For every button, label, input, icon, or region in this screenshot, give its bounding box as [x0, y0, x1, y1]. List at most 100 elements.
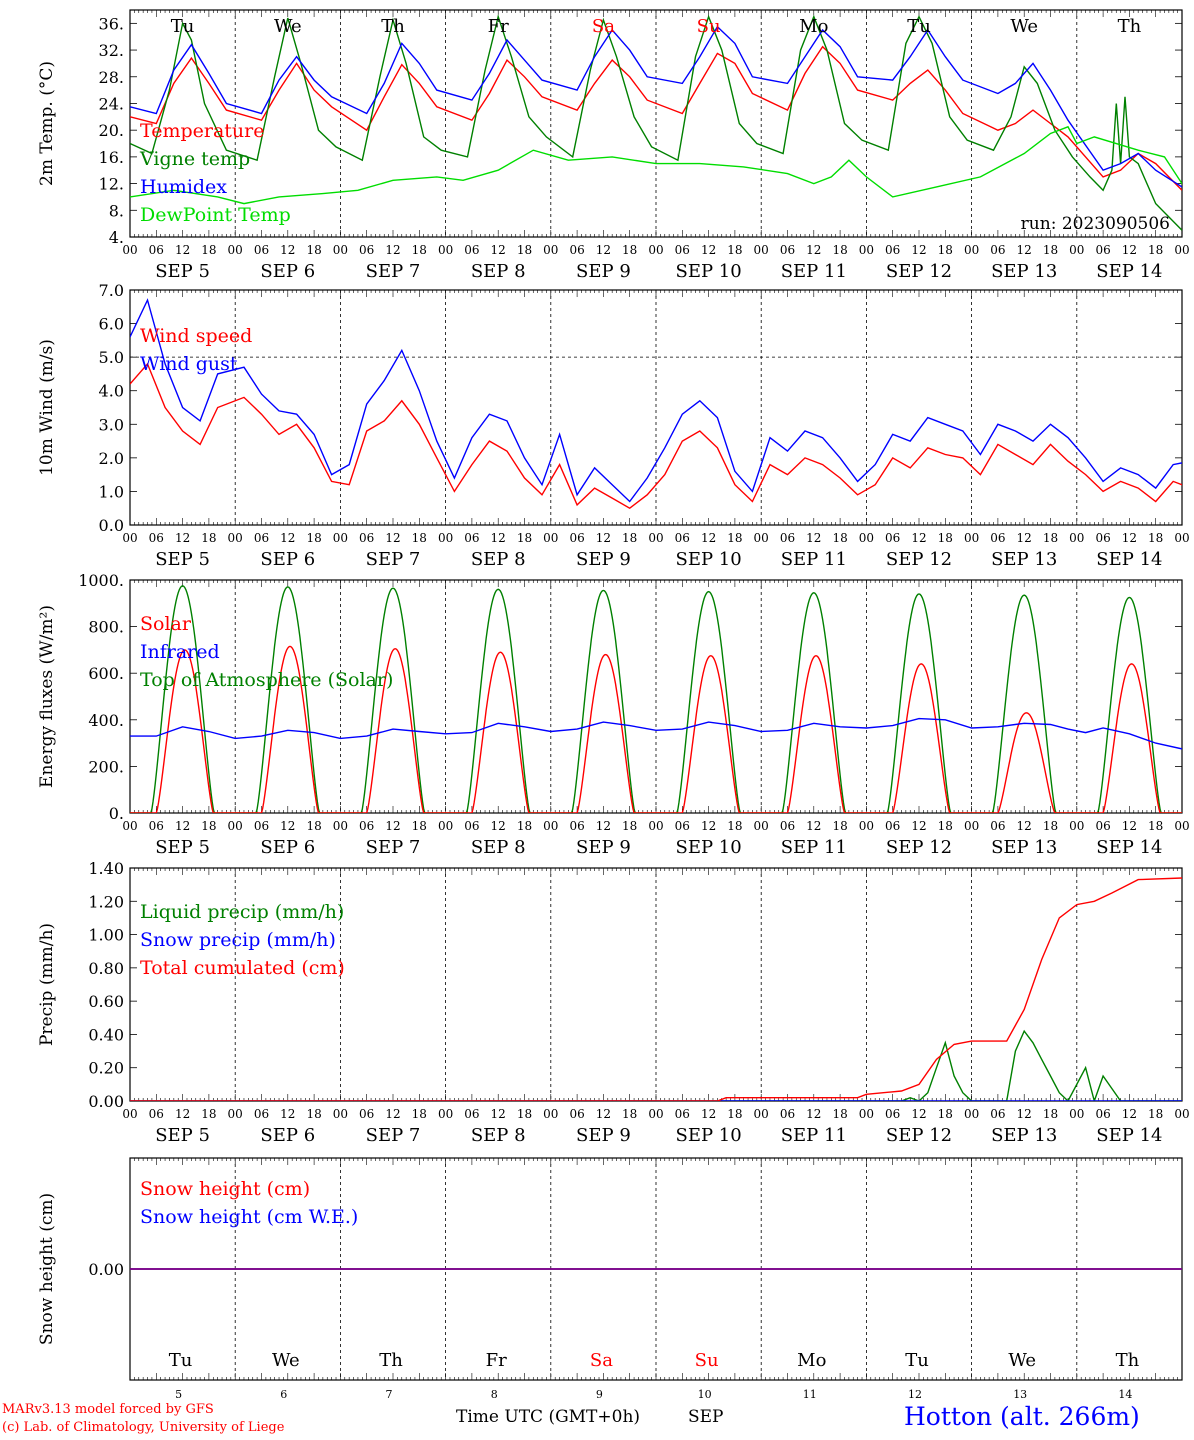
hour-tick-label: 12 [1017, 243, 1032, 257]
hour-tick-label: 18 [727, 1107, 742, 1121]
series-line-wind-speed [130, 362, 1182, 510]
hour-tick-label: 06 [569, 1107, 584, 1121]
legend-entry: Wind gust [140, 353, 238, 375]
hour-tick-label: 06 [359, 243, 374, 257]
hour-tick-label: 12 [806, 531, 821, 545]
hour-tick-label: 18 [622, 531, 637, 545]
y-tick-label: 200. [88, 757, 124, 776]
date-label: SEP 13 [991, 549, 1057, 570]
y-tick-label: 0.60 [88, 992, 124, 1011]
panel-energy: 0. 200. 400. 600. 800. 1000. Energy fluxes (W/… [37, 571, 1190, 858]
y-tick-label: 1.0 [99, 482, 124, 501]
hour-tick-label: 00 [648, 1107, 663, 1121]
date-label: SEP 12 [886, 837, 952, 858]
hour-tick-label: 18 [832, 531, 847, 545]
day-number-label: 10 [698, 1388, 712, 1401]
hour-tick-label: 12 [701, 243, 716, 257]
hour-tick-label: 00 [1174, 531, 1189, 545]
day-abbr-label: Mo [799, 16, 828, 37]
hour-tick-label: 18 [201, 819, 216, 833]
y-tick-label: 5.0 [99, 348, 124, 367]
date-label: SEP 11 [781, 837, 847, 858]
y-tick-label: 1000. [78, 571, 124, 590]
hour-tick-label: 00 [754, 531, 769, 545]
hour-tick-label: 12 [596, 531, 611, 545]
series-line-wind-gust [130, 298, 1182, 503]
y-axis-label: 2m Temp. (°C) [37, 61, 57, 186]
hour-tick-label: 06 [990, 531, 1005, 545]
legend-entry: Snow height (cm W.E.) [140, 1206, 358, 1228]
legend-entry: Snow height (cm) [140, 1178, 310, 1200]
y-tick-label: 4. [109, 228, 124, 247]
hour-tick-label: 06 [885, 1107, 900, 1121]
hour-tick-label: 12 [385, 243, 400, 257]
series-line-vigne-temp [130, 14, 1182, 231]
hour-tick-label: 06 [464, 1107, 479, 1121]
hour-tick-label: 06 [780, 243, 795, 257]
day-number-label: 8 [491, 1388, 498, 1401]
legend-entry: DewPoint Temp [140, 204, 291, 226]
hour-tick-label: 18 [622, 819, 637, 833]
hour-tick-label: 06 [464, 819, 479, 833]
day-number-label: 9 [596, 1388, 603, 1401]
hour-tick-label: 18 [727, 819, 742, 833]
hour-tick-label: 00 [438, 1107, 453, 1121]
hour-tick-label: 00 [122, 1107, 137, 1121]
y-tick-label: 800. [88, 618, 124, 637]
date-label: SEP 5 [155, 837, 210, 858]
hour-tick-label: 06 [675, 1107, 690, 1121]
panel-precip: 0.00 0.20 0.40 0.60 0.80 1.00 1.20 1.40 Precip (… [37, 859, 1190, 1146]
y-tick-label: 0.40 [88, 1025, 124, 1044]
series-line-solar [130, 645, 1182, 813]
y-tick-label: 400. [88, 711, 124, 730]
hour-tick-label: 06 [149, 1107, 164, 1121]
date-label: SEP 6 [260, 837, 315, 858]
hour-tick-label: 18 [1043, 1107, 1058, 1121]
date-label: SEP 5 [155, 549, 210, 570]
y-tick-label: 0.00 [88, 1092, 124, 1111]
hour-tick-label: 06 [149, 819, 164, 833]
date-label: SEP 10 [675, 1125, 741, 1146]
hour-tick-label: 18 [1043, 819, 1058, 833]
day-number-label: 13 [1013, 1388, 1027, 1401]
hour-tick-label: 12 [806, 819, 821, 833]
date-label: SEP 8 [471, 1125, 526, 1146]
hour-tick-label: 00 [1069, 243, 1084, 257]
hour-tick-label: 18 [306, 1107, 321, 1121]
legend-entry: Wind speed [140, 325, 252, 347]
date-label: SEP 11 [781, 261, 847, 282]
hour-tick-label: 12 [385, 1107, 400, 1121]
hour-tick-label: 06 [1095, 531, 1110, 545]
y-tick-label: 32. [99, 41, 124, 60]
hour-tick-label: 06 [885, 819, 900, 833]
date-label: SEP 11 [781, 549, 847, 570]
hour-tick-label: 00 [859, 819, 874, 833]
day-number-label: 14 [1118, 1388, 1132, 1401]
hour-tick-label: 06 [359, 531, 374, 545]
hour-tick-label: 06 [254, 1107, 269, 1121]
hour-tick-label: 06 [569, 243, 584, 257]
day-abbr-label: Fr [488, 16, 509, 37]
y-tick-label: 8. [109, 201, 124, 220]
station-label: Hotton (alt. 266m) [904, 1402, 1140, 1431]
day-number-label: 7 [386, 1388, 393, 1401]
y-tick-label: 4.0 [99, 382, 124, 401]
series-line-top-of-atmosphere-solar- [130, 585, 1182, 813]
hour-tick-label: 18 [832, 1107, 847, 1121]
y-tick-label: 0.00 [88, 1260, 124, 1279]
hour-tick-label: 12 [806, 243, 821, 257]
hour-tick-label: 18 [412, 1107, 427, 1121]
hour-tick-label: 12 [701, 531, 716, 545]
hour-tick-label: 06 [1095, 1107, 1110, 1121]
hour-tick-label: 06 [359, 819, 374, 833]
legend-entry: Liquid precip (mm/h) [140, 901, 344, 923]
hour-tick-label: 18 [938, 1107, 953, 1121]
hour-tick-label: 12 [1122, 1107, 1137, 1121]
y-tick-label: 2.0 [99, 449, 124, 468]
legend-entry: Vigne temp [139, 148, 250, 170]
hour-tick-label: 00 [859, 531, 874, 545]
hour-tick-label: 00 [122, 531, 137, 545]
hour-tick-label: 12 [911, 819, 926, 833]
hour-tick-label: 00 [754, 819, 769, 833]
